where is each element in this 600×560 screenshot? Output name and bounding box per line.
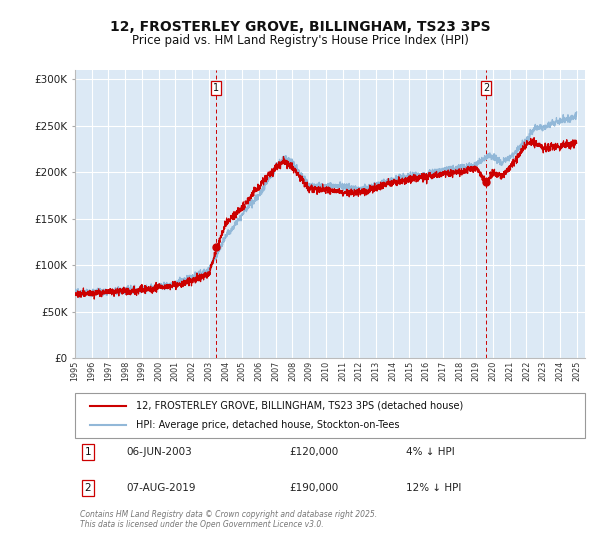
Text: 4% ↓ HPI: 4% ↓ HPI	[407, 447, 455, 457]
Text: 1998: 1998	[121, 361, 130, 381]
Text: 2022: 2022	[522, 361, 531, 381]
Text: 2018: 2018	[455, 361, 464, 381]
Text: 1996: 1996	[87, 361, 96, 381]
Text: 2013: 2013	[371, 361, 380, 381]
Text: 2: 2	[85, 483, 91, 493]
Text: 2: 2	[483, 83, 489, 92]
Text: 2014: 2014	[388, 361, 397, 381]
Text: HPI: Average price, detached house, Stockton-on-Tees: HPI: Average price, detached house, Stoc…	[136, 421, 400, 430]
Text: 2023: 2023	[539, 361, 548, 381]
Text: £190,000: £190,000	[289, 483, 338, 493]
Text: Contains HM Land Registry data © Crown copyright and database right 2025.
This d: Contains HM Land Registry data © Crown c…	[80, 510, 377, 529]
Text: 2025: 2025	[572, 361, 581, 381]
Text: 12% ↓ HPI: 12% ↓ HPI	[407, 483, 462, 493]
Text: £120,000: £120,000	[289, 447, 338, 457]
Text: 2015: 2015	[405, 361, 414, 381]
Text: 1997: 1997	[104, 361, 113, 381]
Text: 12, FROSTERLEY GROVE, BILLINGHAM, TS23 3PS (detached house): 12, FROSTERLEY GROVE, BILLINGHAM, TS23 3…	[136, 401, 463, 410]
Text: 2017: 2017	[439, 361, 448, 381]
Text: 1999: 1999	[137, 361, 146, 381]
Text: 2012: 2012	[355, 361, 364, 381]
Text: 2009: 2009	[305, 361, 314, 381]
Text: 2008: 2008	[288, 361, 297, 381]
Text: 2003: 2003	[204, 361, 213, 381]
Text: 1: 1	[85, 447, 91, 457]
Text: 2002: 2002	[188, 361, 197, 381]
Text: 2005: 2005	[238, 361, 247, 381]
Text: 2024: 2024	[556, 361, 565, 381]
Text: 2016: 2016	[422, 361, 431, 381]
Text: 2007: 2007	[271, 361, 280, 381]
Text: 2019: 2019	[472, 361, 481, 381]
Text: 2006: 2006	[254, 361, 263, 381]
Text: 2000: 2000	[154, 361, 163, 381]
Text: 06-JUN-2003: 06-JUN-2003	[126, 447, 192, 457]
Text: 2004: 2004	[221, 361, 230, 381]
Text: 2010: 2010	[322, 361, 331, 381]
FancyBboxPatch shape	[75, 393, 585, 438]
Text: 2011: 2011	[338, 361, 347, 381]
Text: 07-AUG-2019: 07-AUG-2019	[126, 483, 196, 493]
Text: Price paid vs. HM Land Registry's House Price Index (HPI): Price paid vs. HM Land Registry's House …	[131, 34, 469, 46]
Text: 2020: 2020	[488, 361, 497, 381]
Text: 12, FROSTERLEY GROVE, BILLINGHAM, TS23 3PS: 12, FROSTERLEY GROVE, BILLINGHAM, TS23 3…	[110, 20, 490, 34]
Text: 1: 1	[213, 83, 219, 92]
Text: 2021: 2021	[505, 361, 514, 381]
Text: 1995: 1995	[71, 361, 79, 381]
Text: 2001: 2001	[171, 361, 180, 381]
